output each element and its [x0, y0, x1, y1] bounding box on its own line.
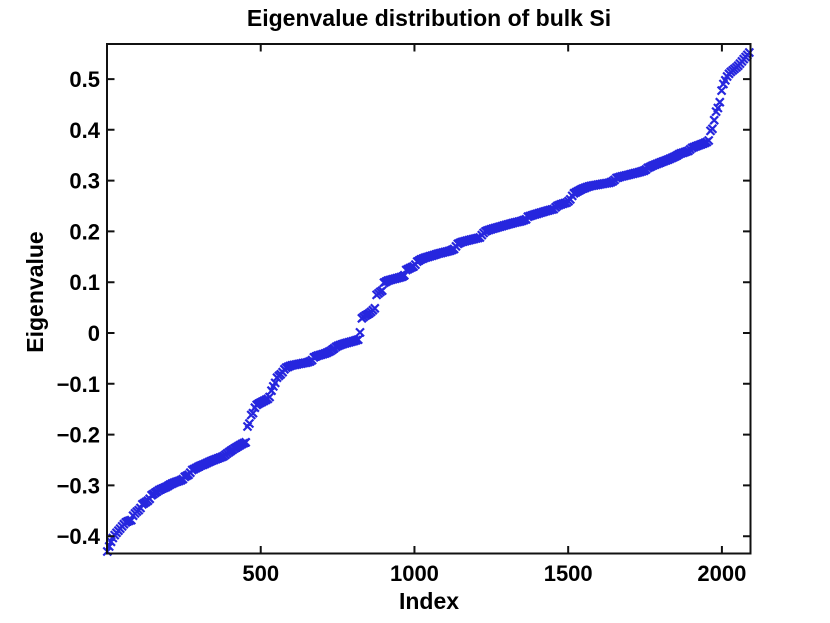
y-tick-label: −0.1	[57, 372, 100, 397]
y-tick-label: −0.3	[57, 473, 100, 498]
axis-ticks	[107, 44, 751, 554]
y-tick-label: −0.4	[57, 524, 101, 549]
y-tick-label: 0.2	[69, 219, 100, 244]
x-axis-label: Index	[398, 588, 460, 614]
x-tick-label: 500	[242, 561, 279, 586]
y-tick-label: 0	[88, 321, 100, 346]
y-tick-label: 0.3	[69, 169, 100, 194]
data-series-markers	[102, 47, 755, 557]
y-tick-label: 0.1	[69, 270, 100, 295]
x-tick-label: 1500	[544, 561, 593, 586]
y-tick-label: 0.4	[69, 118, 100, 143]
y-tick-label: 0.5	[69, 67, 100, 92]
x-tick-label: 1000	[390, 561, 439, 586]
chart-title: Eigenvalue distribution of bulk Si	[246, 5, 612, 31]
y-tick-label: −0.2	[57, 423, 100, 448]
x-tick-label: 2000	[697, 561, 746, 586]
plot-box	[106, 43, 752, 555]
